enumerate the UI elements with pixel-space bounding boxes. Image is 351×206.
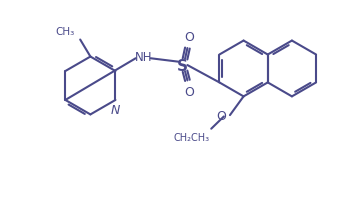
- Text: O: O: [217, 110, 226, 123]
- Text: N: N: [111, 103, 120, 116]
- Text: CH₃: CH₃: [56, 27, 75, 37]
- Text: CH₂CH₃: CH₂CH₃: [173, 132, 210, 142]
- Text: S: S: [177, 58, 188, 73]
- Text: O: O: [184, 86, 194, 99]
- Text: NH: NH: [134, 51, 152, 64]
- Text: O: O: [184, 31, 194, 44]
